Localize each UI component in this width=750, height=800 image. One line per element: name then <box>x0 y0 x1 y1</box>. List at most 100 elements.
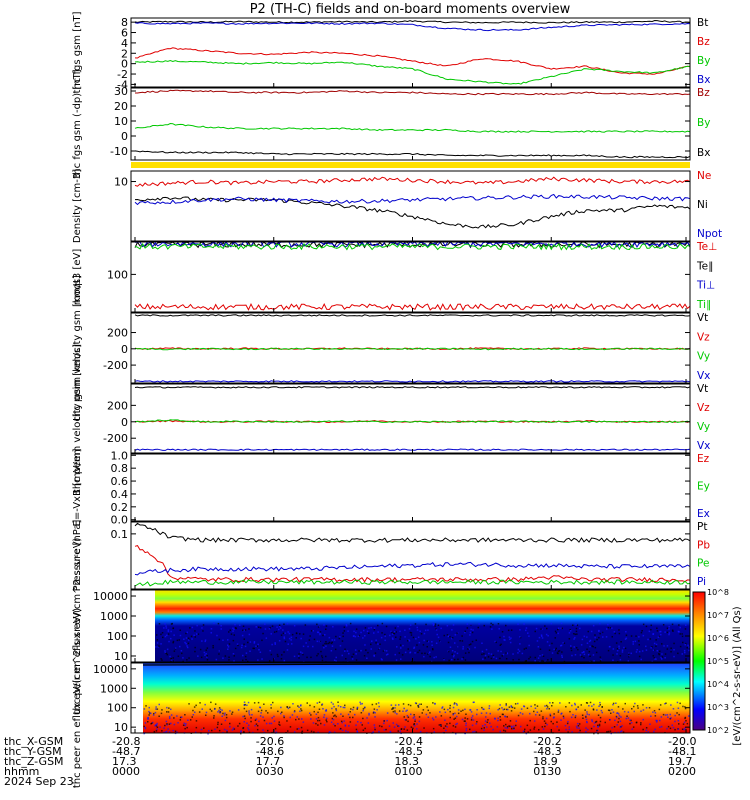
series-line-2-1 <box>135 89 691 96</box>
legend-label: Ne <box>697 170 711 182</box>
footer-value: -48.1 <box>668 745 696 758</box>
legend-label: Pt <box>697 521 707 533</box>
footer-row-label: thc_Y-GSM <box>4 745 62 758</box>
legend-label: Ez <box>697 453 710 465</box>
panel-frame <box>130 521 691 590</box>
legend-label: Pe <box>697 558 709 570</box>
panel-7: 1.00.80.60.40.20.0 E=-VxB [mV/m] Ez Ey Ex <box>72 448 710 526</box>
series-line-6-3 <box>134 419 691 424</box>
spectrogram-electron <box>143 663 690 733</box>
footer-value: 18.9 <box>533 755 558 768</box>
panel-frame <box>130 383 691 454</box>
series-line-5-3 <box>134 347 691 351</box>
footer-row-label: hhmm <box>4 765 39 778</box>
ylabel: thc fgs gsm (-dp) [nT] <box>72 69 83 178</box>
footer-value: -20.4 <box>395 735 423 748</box>
series-line-8-3 <box>134 579 691 587</box>
ylabel: Density [cm-3] <box>72 169 83 243</box>
panel-frame <box>130 453 691 522</box>
colorbar-tick-label: 10^6 <box>707 634 729 643</box>
ytick-label: 200 <box>107 399 128 412</box>
ytick-label: 0 <box>121 58 128 71</box>
ytick-label: -4 <box>117 78 128 91</box>
ytick-label: 10000 <box>93 663 128 676</box>
spectrogram-noise <box>155 622 690 664</box>
legend-label: Bz <box>697 36 710 48</box>
legend-label: Ti⊥ <box>696 280 715 292</box>
ytick-label: 0 <box>121 130 128 143</box>
ytick-label: 10000 <box>93 590 128 603</box>
ytick-label: 10 <box>114 721 128 734</box>
ylabel: E=-VxB [mV/m] <box>72 448 83 526</box>
colorbar: 10^2 10^3 10^4 10^5 10^6 10^7 10^8[eV/(cm^2-s-… <box>692 588 743 746</box>
ylabel: thc peer en eflux eV/(cm^2-s-sr-eV) <box>72 608 83 788</box>
ytick-label: -10 <box>110 145 128 158</box>
panel-3: 10 Density [cm-3] Ne Ni Npot <box>72 169 722 243</box>
footer-value: -48.6 <box>256 745 284 758</box>
legend-label: Te⊥ <box>696 241 717 253</box>
panel-8: 0.1 Pressure [nPa] Pt Pb Pe Pi <box>72 520 710 592</box>
series-line-1-2 <box>134 47 691 75</box>
legend-label: Bz <box>697 87 710 99</box>
series-line-1-3 <box>134 59 691 85</box>
legend-label: Pi <box>697 576 706 588</box>
panel-frame <box>130 170 691 242</box>
ytick-label: 1.0 <box>111 449 129 462</box>
ytick-label: 0.1 <box>111 528 129 541</box>
ytick-label: 0 <box>121 416 128 429</box>
series-line-3-1 <box>134 176 691 187</box>
footer-value: 0000 <box>112 765 140 778</box>
panel-frame <box>130 87 691 161</box>
legend-label: Pb <box>697 539 710 551</box>
footer-value: -48.5 <box>395 745 423 758</box>
quality-flag-bar <box>131 162 690 168</box>
colorbar-tick-label: 10^8 <box>707 588 729 597</box>
ytick-label: 0.0 <box>111 514 129 527</box>
series-line-4-4 <box>134 242 691 251</box>
footer-value: 0200 <box>668 765 696 778</box>
legend-label: Vz <box>697 331 710 343</box>
legend-label: Ey <box>697 481 710 493</box>
ytick-label: 0.8 <box>111 462 129 475</box>
ytick-label: -2 <box>117 68 128 81</box>
ytick-label: 1000 <box>100 610 128 623</box>
ylabel: moqt3 [eV] <box>72 249 83 306</box>
footer-value: -48.7 <box>112 745 140 758</box>
ylabel: thc peim velocity gsm [km/s] <box>72 275 83 421</box>
ytick-label: 0.2 <box>111 501 129 514</box>
colorbar-tick-label: 10^5 <box>707 657 729 666</box>
panel-frame <box>130 241 691 313</box>
spectrogram-gap <box>131 663 143 733</box>
panel-frame <box>130 589 691 663</box>
ytick-label: 30 <box>114 85 128 98</box>
footer-row-label: thc_X-GSM <box>4 735 63 748</box>
footer-value: 0100 <box>395 765 423 778</box>
panel-frame <box>130 662 691 734</box>
ytick-label: 10 <box>114 650 128 663</box>
legend-label: Bt <box>697 17 708 29</box>
footer-value: 0030 <box>256 765 284 778</box>
ytick-label: -200 <box>103 432 128 445</box>
panel-6: 200 0 -200 thc peem velocity gsm [km/s] Vt Vz… <box>72 344 710 493</box>
legend-label: Vy <box>697 351 710 363</box>
ytick-label: 200 <box>107 327 128 340</box>
legend-label: Ni <box>697 199 708 211</box>
footer-value: -20.6 <box>256 735 284 748</box>
footer-value: 17.7 <box>256 755 281 768</box>
colorbar-scale <box>692 591 706 731</box>
ylabel: Pressure [nPa] <box>72 520 83 592</box>
footer-value: -20.8 <box>112 735 140 748</box>
series-line-8-1 <box>134 522 691 544</box>
spectrogram-noise <box>143 701 690 735</box>
ytick-label: 100 <box>107 268 128 281</box>
panel-frame <box>130 312 691 384</box>
ytick-label: 8 <box>121 16 128 29</box>
legend-label: Bx <box>697 74 710 86</box>
panel-2: 30 20 10 0 -10 thc fgs gsm (-dp) [nT] Bz By Bx <box>72 69 710 178</box>
spectrogram-ion <box>155 590 690 662</box>
legend-label: Vt <box>697 383 708 395</box>
